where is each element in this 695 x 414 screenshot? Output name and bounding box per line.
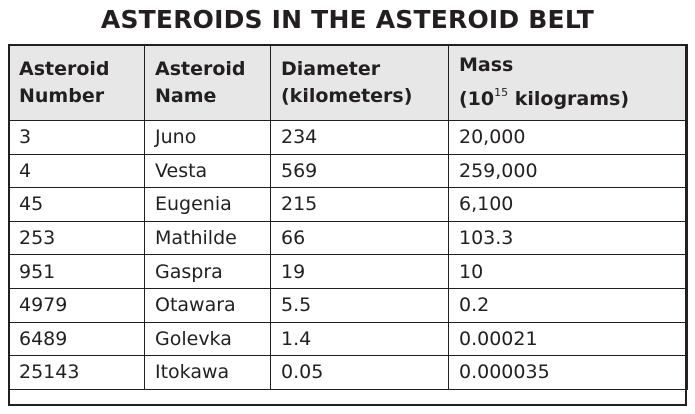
cell-mass: 0.000035 [448,355,688,390]
cell-diameter: 1.4 [270,321,449,357]
cell-diameter: 0.05 [270,355,449,390]
mass-unit-exponent: 15 [494,86,509,99]
cell-mass: 103.3 [448,220,688,256]
table-frame [8,44,687,406]
table-row: 253 Mathilde 66 103.3 [8,220,688,256]
column-header-line: Mass [459,54,514,76]
cell-asteroid-name: Mathilde [144,220,271,256]
cell-asteroid-number: 4 [8,153,145,189]
mass-unit-prefix: (10 [459,88,495,110]
column-header-line: Number [19,84,105,107]
table-body: 3 Juno 234 20,000 4 Vesta 569 259,000 45 Eugenia 2… [8,120,688,390]
cell-mass: 0.2 [448,287,688,323]
table-row: 6489 Golevka 1.4 0.00021 [8,321,688,357]
cell-asteroid-number: 4979 [8,287,145,323]
cell-asteroid-name: Gaspra [144,254,271,289]
cell-diameter: 19 [270,254,449,289]
cell-diameter: 5.5 [270,287,449,323]
cell-diameter: 569 [270,153,449,189]
cell-diameter: 215 [270,187,449,222]
cell-asteroid-number: 3 [8,120,145,155]
mass-unit-suffix: kilograms) [508,88,630,110]
cell-asteroid-name: Juno [144,120,271,155]
cell-asteroid-number: 6489 [8,321,145,357]
table-row: 3 Juno 234 20,000 [8,120,688,155]
column-header-mass: Mass (1015 kilograms) [448,44,688,121]
header-row: Asteroid Number Asteroid Name Diameter (… [8,44,688,121]
table-row: 25143 Itokawa 0.05 0.000035 [8,355,688,390]
cell-diameter: 234 [270,120,449,155]
column-header-asteroid-name: Asteroid Name [144,44,271,121]
column-header-diameter: Diameter (kilometers) [270,44,449,121]
cell-asteroid-name: Vesta [144,153,271,189]
table-row: 4979 Otawara 5.5 0.2 [8,287,688,323]
table-row: 4 Vesta 569 259,000 [8,153,688,189]
cell-asteroid-name: Itokawa [144,355,271,390]
page-title: ASTEROIDS IN THE ASTEROID BELT [100,5,595,34]
column-header-line: Name [155,84,217,107]
cell-mass: 20,000 [448,120,688,155]
cell-asteroid-number: 25143 [8,355,145,390]
cell-asteroid-number: 253 [8,220,145,256]
cell-asteroid-name: Golevka [144,321,271,357]
table-row: 951 Gaspra 19 10 [8,254,688,289]
column-header-line: Asteroid [19,57,110,80]
asteroid-table: Asteroid Number Asteroid Name Diameter (… [8,44,688,390]
cell-asteroid-name: Eugenia [144,187,271,222]
column-header-line: (kilometers) [281,84,413,107]
column-header-line: (1015 kilograms) [459,79,687,113]
column-header-line: Diameter [281,57,381,80]
table-row: 45 Eugenia 215 6,100 [8,187,688,222]
column-header-line: Asteroid [155,57,246,80]
cell-mass: 0.00021 [448,321,688,357]
column-header-asteroid-number: Asteroid Number [8,44,145,121]
